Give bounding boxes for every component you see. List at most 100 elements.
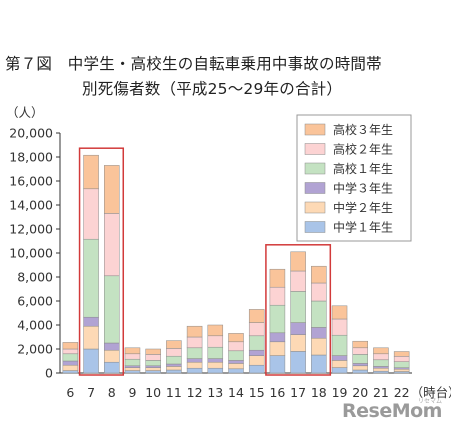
bar-segment [352, 365, 368, 371]
bar-segment [124, 353, 141, 360]
bar-segment [186, 336, 203, 349]
x-tick-label: 13 [207, 385, 223, 400]
bar-segment [166, 340, 182, 349]
bar-segment [311, 337, 327, 356]
bar-segment [83, 154, 99, 190]
bar-segment [393, 356, 410, 362]
bar-segment [331, 355, 348, 361]
legend-label: 高校２年生 [333, 142, 393, 157]
x-tick-label: 7 [87, 385, 95, 400]
bar-segment [269, 332, 286, 343]
bar-segment [186, 358, 203, 363]
bar-segment [124, 358, 141, 367]
y-tick-label: 10,000 [9, 246, 53, 261]
y-tick-label: 0 [45, 366, 53, 381]
bar-segment [124, 367, 141, 371]
bar-segment [373, 367, 389, 372]
bar-segment [290, 270, 306, 292]
x-tick-label: 19 [332, 385, 348, 400]
bar-segment [269, 304, 286, 334]
x-tick-label: 8 [108, 385, 116, 400]
bar-segment [62, 353, 79, 362]
bar-segment [248, 309, 265, 323]
bar-segment [83, 316, 99, 327]
bar-segment [290, 251, 306, 272]
x-tick-label: 16 [269, 385, 285, 400]
bar-segment [352, 354, 368, 364]
bar-segment [331, 367, 348, 374]
y-unit-label: （人） [6, 105, 44, 120]
bar-segment [186, 367, 203, 374]
bar-segment [145, 354, 161, 361]
y-tick-label: 4,000 [17, 318, 53, 333]
bar-segment [290, 322, 306, 335]
bar-segment [269, 286, 286, 306]
bar-segment [124, 365, 141, 368]
bar-segment [331, 334, 348, 356]
bar-segment [186, 347, 203, 359]
legend-frame [296, 114, 412, 242]
bar-segment [373, 359, 389, 367]
bar-segment [166, 348, 182, 357]
x-tick-label: 15 [249, 385, 265, 400]
bar-segment [311, 300, 327, 328]
y-tick-label: 20,000 [9, 126, 53, 141]
bar-segment [145, 360, 161, 367]
y-tick-label: 12,000 [9, 222, 53, 237]
bar-segment [311, 265, 327, 284]
legend-label: 高校３年生 [333, 122, 393, 137]
bar-segment [83, 325, 99, 350]
legend-swatch [304, 123, 326, 136]
y-tick-label: 2,000 [17, 342, 53, 357]
bar-segment [145, 367, 161, 371]
bar-segment [311, 282, 327, 302]
resemom-logo: ReseMom [342, 400, 442, 422]
y-tick-label: 6,000 [17, 294, 53, 309]
bar-segment [290, 334, 306, 352]
bar-segment [104, 342, 120, 351]
bar-segment [228, 333, 244, 343]
bar-segment [373, 370, 389, 374]
x-tick-label: 9 [128, 385, 136, 400]
bar-segment [373, 366, 389, 369]
x-tick-label: 18 [311, 385, 327, 400]
bar-segment [311, 327, 327, 339]
bar-segment [83, 348, 99, 374]
bar-segment [62, 364, 79, 371]
x-tick-label: 6 [66, 385, 74, 400]
bar-segment [207, 367, 224, 374]
bar-segment [145, 365, 161, 368]
bar-segment [124, 347, 141, 355]
legend-swatch [304, 182, 326, 194]
highlight-boxes [78, 147, 332, 376]
bar-segment [331, 360, 348, 368]
bar-segment [248, 322, 265, 337]
legend-swatch [304, 162, 326, 175]
bar-segment [62, 342, 79, 350]
bar-segment [248, 349, 265, 356]
bar-segment [166, 369, 182, 374]
bar-segment [166, 355, 182, 365]
bar-segment [124, 370, 141, 374]
bar-segment [352, 340, 368, 349]
bar-segment [166, 363, 182, 367]
bar-segment [104, 165, 120, 214]
bar-segment [393, 351, 410, 357]
highlight-box [265, 244, 332, 376]
bar-segment [248, 364, 265, 374]
bar-segment [83, 188, 99, 240]
bar-segment [145, 370, 161, 374]
bar-segment [269, 341, 286, 356]
bar-segment [290, 291, 306, 323]
bar-segment [269, 355, 286, 374]
bar-segment [269, 268, 286, 288]
legend-swatch [304, 143, 326, 155]
legend-label: 中学１年生 [333, 220, 393, 235]
x-unit-label: （時台） [411, 385, 451, 400]
y-tick-label: 8,000 [17, 270, 53, 285]
y-tick-label: 14,000 [9, 198, 53, 213]
bar-segment [186, 361, 203, 369]
chart-title-line1: 第７図 中学生・高校生の自転車乗用中事故の時間帯 [5, 55, 382, 73]
